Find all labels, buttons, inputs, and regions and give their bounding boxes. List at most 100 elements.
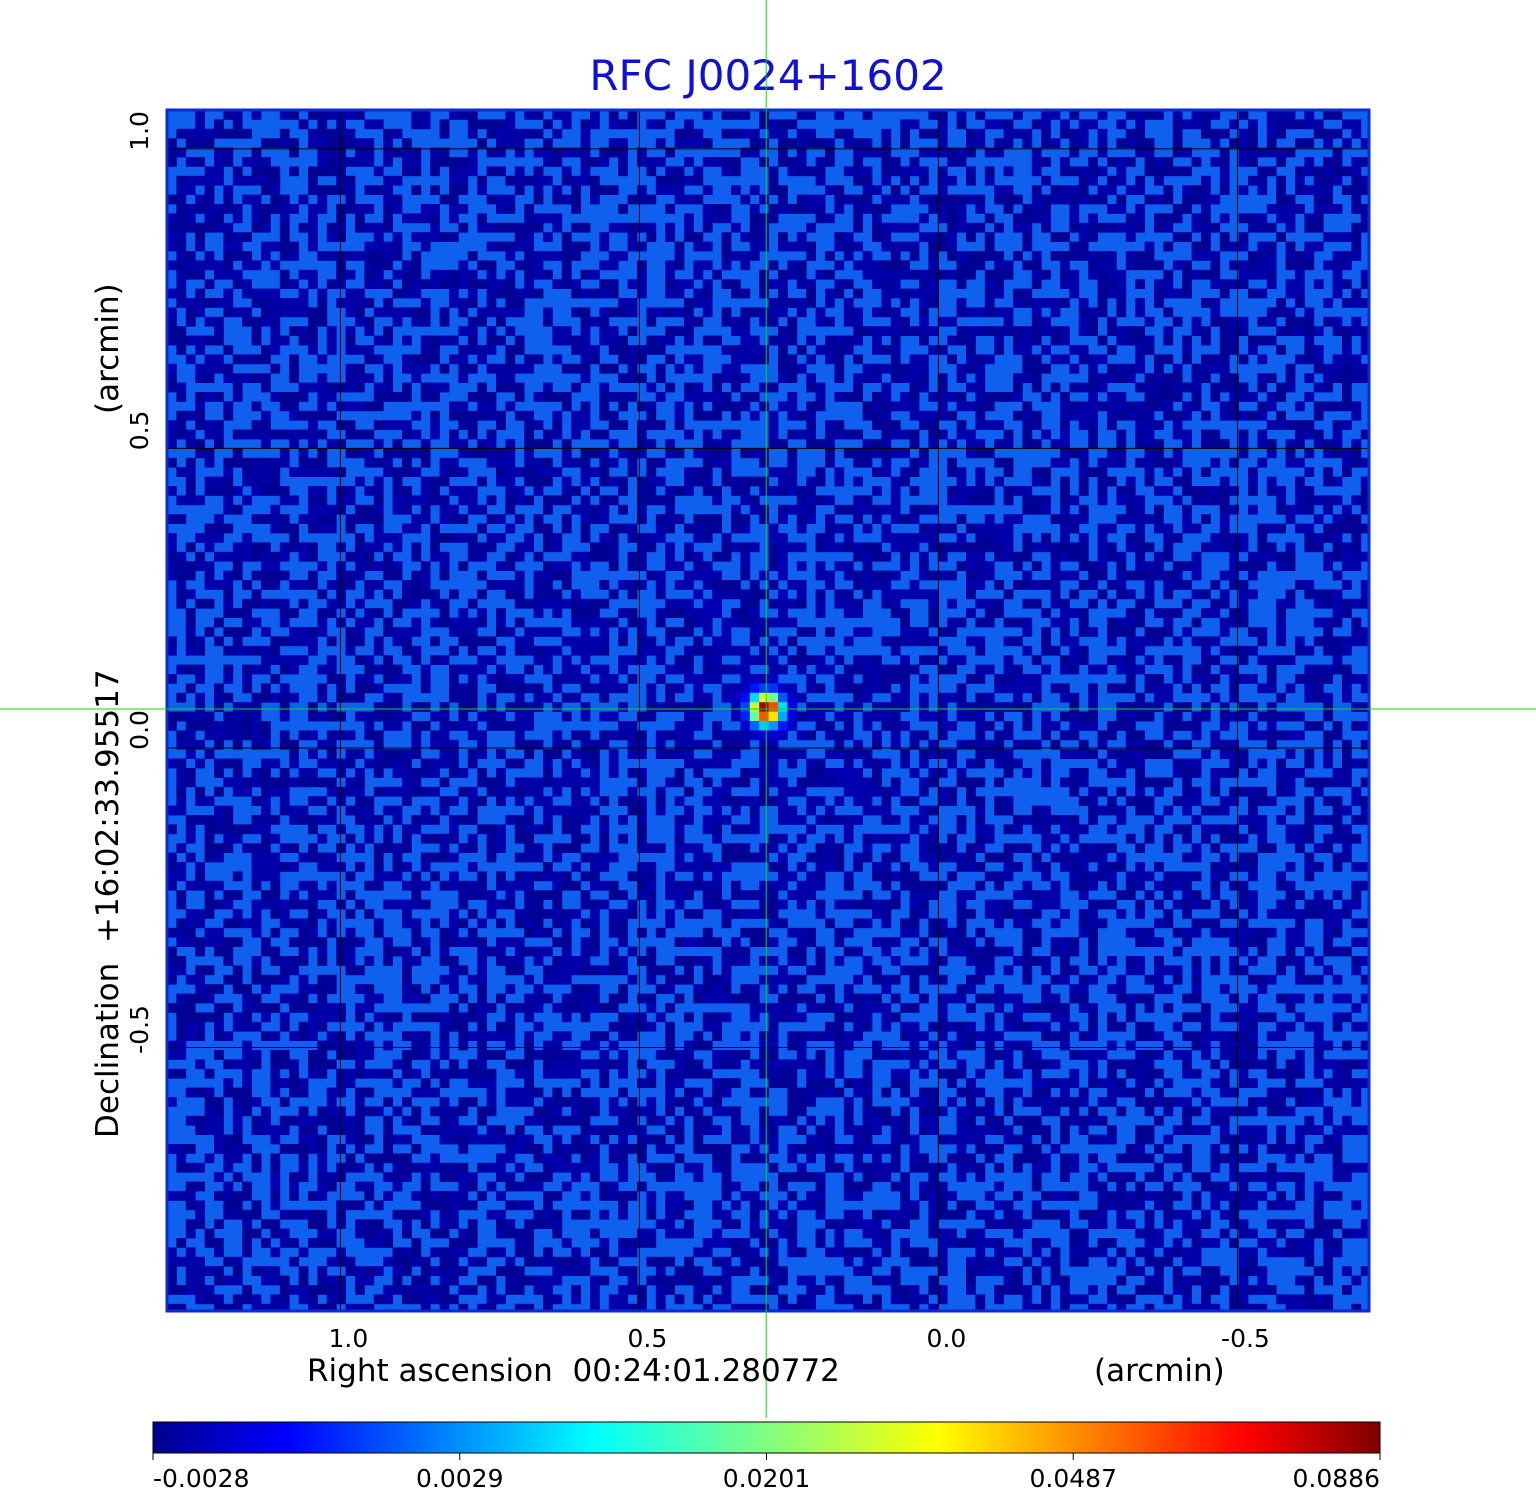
image-pixel <box>684 749 694 759</box>
image-pixel <box>1050 551 1061 562</box>
image-pixel <box>580 645 591 656</box>
image-pixel <box>966 739 976 750</box>
image-pixel <box>1022 222 1033 233</box>
image-pixel <box>383 307 393 318</box>
image-pixel <box>1257 260 1268 271</box>
image-pixel <box>1060 439 1070 449</box>
image-pixel <box>458 768 469 778</box>
image-pixel <box>994 777 1004 788</box>
image-pixel <box>768 335 779 346</box>
image-pixel <box>693 711 704 722</box>
image-pixel <box>251 542 262 553</box>
image-pixel <box>580 138 591 148</box>
image-pixel <box>1116 401 1127 412</box>
image-pixel <box>825 580 835 590</box>
image-pixel <box>806 138 816 148</box>
image-pixel <box>1332 570 1343 581</box>
image-pixel <box>580 561 591 571</box>
image-pixel <box>787 617 798 628</box>
image-pixel <box>1088 702 1098 712</box>
image-pixel <box>383 204 393 214</box>
image-pixel <box>937 269 948 280</box>
image-pixel <box>1125 758 1136 769</box>
image-pixel <box>759 711 769 722</box>
image-pixel <box>1332 777 1343 788</box>
image-pixel <box>364 664 375 675</box>
image-pixel <box>749 138 760 148</box>
image-pixel <box>364 683 375 694</box>
image-pixel <box>176 561 187 571</box>
image-pixel <box>1238 533 1249 543</box>
image-pixel <box>1144 467 1155 477</box>
image-pixel <box>637 439 647 449</box>
image-pixel <box>1304 758 1315 769</box>
image-pixel <box>1201 194 1211 205</box>
image-pixel <box>608 147 619 158</box>
image-pixel <box>580 476 591 487</box>
image-pixel <box>561 457 572 468</box>
image-pixel <box>919 533 929 543</box>
image-pixel <box>984 486 995 496</box>
image-pixel <box>1135 561 1145 571</box>
image-pixel <box>1285 711 1296 722</box>
image-pixel <box>1191 711 1202 722</box>
image-pixel <box>937 768 948 778</box>
image-pixel <box>787 598 798 609</box>
image-pixel <box>599 617 610 628</box>
image-pixel <box>496 316 506 327</box>
image-pixel <box>505 204 516 214</box>
image-pixel <box>834 373 845 383</box>
image-pixel <box>232 645 243 656</box>
image-pixel <box>1191 119 1202 130</box>
image-pixel <box>1313 354 1324 365</box>
image-pixel <box>467 664 478 675</box>
image-pixel <box>439 617 450 628</box>
image-pixel <box>1219 232 1230 242</box>
image-pixel <box>975 110 986 120</box>
image-pixel <box>712 580 722 590</box>
image-pixel <box>411 523 422 534</box>
image-pixel <box>1135 363 1145 374</box>
image-pixel <box>881 448 892 459</box>
image-pixel <box>308 457 318 468</box>
image-pixel <box>1154 157 1164 167</box>
image-pixel <box>1182 683 1192 694</box>
image-pixel <box>176 758 187 769</box>
image-pixel <box>1323 204 1333 214</box>
image-pixel <box>505 561 516 571</box>
image-pixel <box>947 269 957 280</box>
image-pixel <box>1125 363 1136 374</box>
image-pixel <box>956 768 967 778</box>
image-pixel <box>900 288 910 299</box>
image-pixel <box>326 523 337 534</box>
image-pixel <box>214 730 224 741</box>
image-pixel <box>1238 655 1249 665</box>
image-pixel <box>223 251 234 261</box>
image-pixel <box>928 768 939 778</box>
image-pixel <box>1323 777 1333 788</box>
image-pixel <box>637 157 647 167</box>
image-pixel <box>843 711 854 722</box>
image-pixel <box>1031 410 1042 421</box>
image-pixel <box>627 279 638 289</box>
image-pixel <box>684 119 694 130</box>
image-pixel <box>317 401 328 412</box>
image-pixel <box>702 157 713 167</box>
image-pixel <box>1276 307 1286 318</box>
image-pixel <box>712 410 722 421</box>
image-pixel <box>430 147 440 158</box>
image-pixel <box>806 476 816 487</box>
image-pixel <box>872 674 882 684</box>
image-pixel <box>1304 241 1315 252</box>
image-pixel <box>843 194 854 205</box>
image-pixel <box>590 551 600 562</box>
image-pixel <box>1154 608 1164 618</box>
image-pixel <box>458 401 469 412</box>
image-pixel <box>787 326 798 336</box>
image-pixel <box>1360 589 1369 600</box>
image-pixel <box>778 617 788 628</box>
image-pixel <box>693 448 704 459</box>
image-pixel <box>1125 476 1136 487</box>
image-pixel <box>900 448 910 459</box>
image-pixel <box>533 194 544 205</box>
